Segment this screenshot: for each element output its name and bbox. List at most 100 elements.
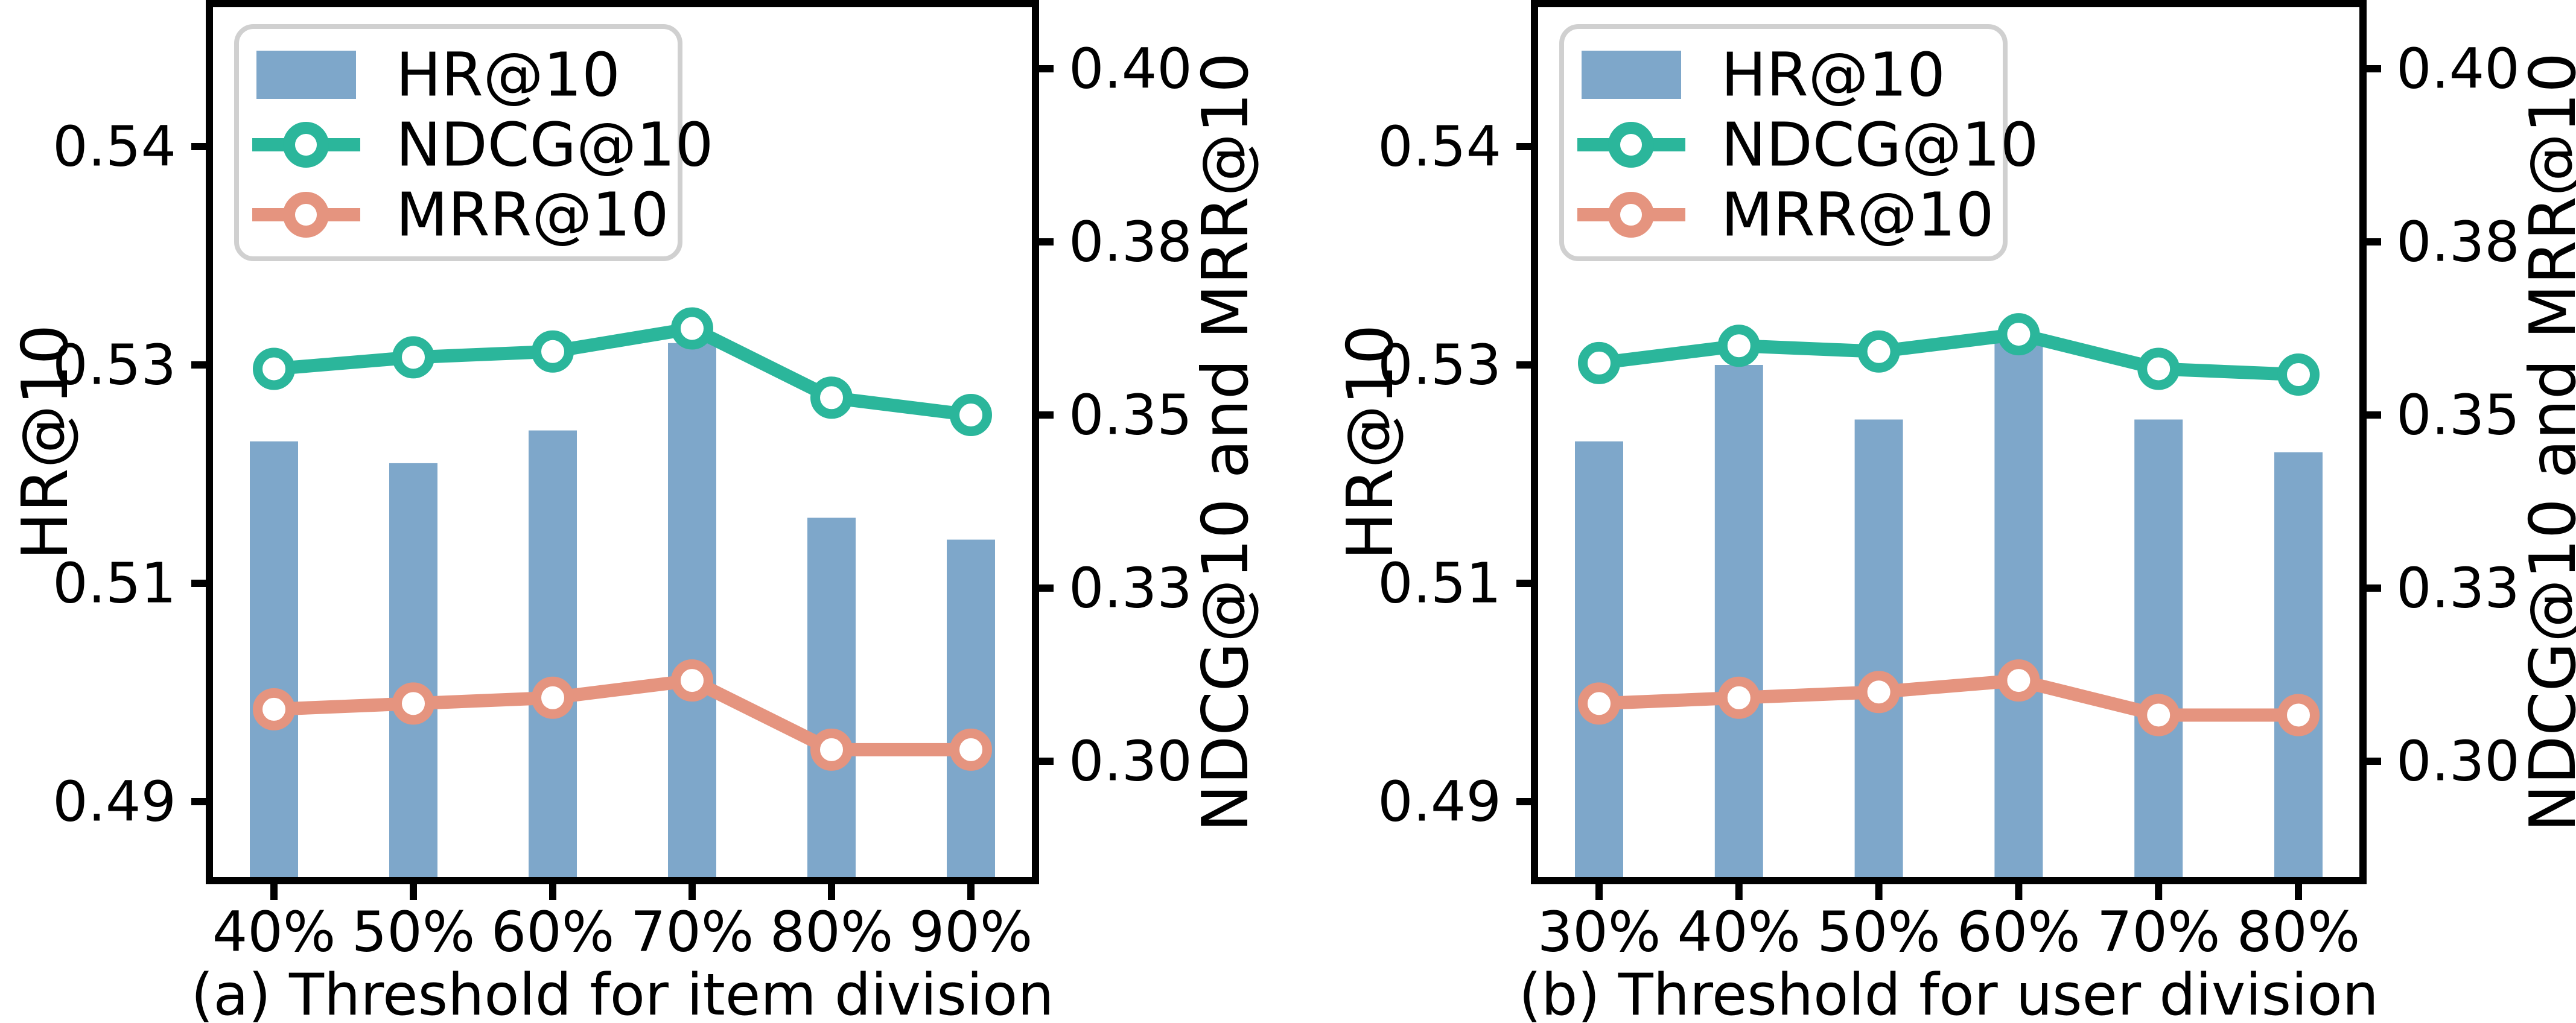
right-tick-label: 0.40 [1069,37,1192,101]
right-tick-label: 0.33 [1069,556,1192,621]
bar-b-80% [2274,452,2323,881]
caption-a: (a) Threshold for item division [191,962,1054,1023]
x-tick-label: 60% [491,900,614,964]
ndcg10-markers [1578,313,2320,396]
left-tick-label: 0.53 [1378,333,1501,397]
legend-hr10-swatch [256,51,356,99]
right-axis-title: NDCG@10 and MRR@10 [2516,52,2576,832]
marker-open-circle [392,682,434,725]
left-tick-label: 0.49 [1378,770,1501,834]
left-axis-title: HR@10 [8,325,82,560]
legend-label: HR@10 [396,40,620,110]
right-tick-label: 0.38 [1069,210,1192,274]
right-tick-label: 0.30 [1069,729,1192,794]
chart-b: 0.54 0.53 0.51 0.49 0.40 0.38 0.35 0.33 0.30 30% 4… [1334,0,2576,1023]
mrr10-line [1598,674,2298,722]
bar-a-60% [529,430,577,881]
x-tick-label: 80% [2237,900,2360,964]
left-axis-title: HR@10 [1334,325,1407,560]
marker-open-circle [2137,694,2180,736]
x-tick-label: 70% [631,900,754,964]
bar-b-60% [1994,343,2043,881]
left-tick-label: 0.53 [52,333,176,397]
marker-open-circle [1997,659,2040,702]
left-tick-label: 0.51 [52,551,176,616]
right-tick-label: 0.38 [2396,210,2520,274]
left-tick-label: 0.54 [1378,115,1501,179]
ndcg10-line [273,321,972,422]
x-tick-label: 40% [212,900,336,964]
right-tick-label: 0.40 [2396,37,2520,101]
marker-open-circle [1857,671,1900,714]
marker-open-circle [1997,313,2040,356]
marker-open-circle [1717,325,1760,367]
right-tick-label: 0.35 [1069,383,1192,448]
legend-label: MRR@10 [396,180,669,250]
legend-open-circle-marker [1608,192,1654,238]
legend-hr10-swatch [1582,51,1681,99]
legend-label: HR@10 [1721,40,1945,110]
marker-open-circle [2137,347,2180,390]
x-tick-label: 30% [1538,900,1661,964]
legend-open-circle-marker [283,122,329,168]
marker-open-circle [2277,353,2320,396]
bar-b-70% [2134,419,2183,881]
bar-a-40% [250,441,298,881]
bar-a-90% [947,539,995,881]
bar-b-30% [1575,441,1623,881]
x-tick-label: 60% [1957,900,2080,964]
x-tick-label: 90% [909,900,1032,964]
bar-a-80% [807,518,856,881]
right-tick-label: 0.35 [2396,383,2520,448]
bar-b-50% [1854,419,1903,881]
marker-open-circle [1578,341,1620,384]
legend-label: NDCG@10 [1721,110,2038,180]
marker-open-circle [1717,676,1760,719]
caption-b: (b) Threshold for user division [1519,962,2379,1023]
bar-a-70% [668,343,716,881]
left-tick-label: 0.54 [52,115,176,179]
right-axis-title: NDCG@10 and MRR@10 [1189,52,1262,832]
ndcg10-line [1598,328,2299,382]
legend-open-circle-marker [1608,122,1654,168]
plot-frame [1531,0,2367,884]
left-tick-label: 0.49 [52,770,176,834]
bar-series-hr10 [250,343,995,881]
marker-open-circle [950,728,992,771]
bar-series-hr10 [1575,343,2323,881]
x-tick-label: 50% [1817,900,1940,964]
left-tick-label: 0.51 [1378,551,1501,616]
marker-open-circle [532,676,574,719]
marker-open-circle [532,330,574,373]
bar-a-50% [389,463,437,881]
legend-open-circle-marker [283,192,329,238]
mrr10-line [273,674,971,756]
marker-open-circle [671,659,713,702]
marker-open-circle [1857,330,1900,373]
bar-b-40% [1714,365,1763,881]
x-tick-label: 80% [770,900,893,964]
ndcg10-markers [253,307,992,436]
chart-a: 0.54 0.53 0.51 0.49 0.40 0.38 0.35 0.33 0.30 40% 5… [8,0,1262,1023]
legend-label: MRR@10 [1721,180,1994,250]
marker-open-circle [671,307,713,350]
marker-open-circle [253,347,295,390]
marker-open-circle [253,688,295,730]
legend-label: NDCG@10 [396,110,713,180]
right-tick-label: 0.33 [2396,556,2520,621]
marker-open-circle [950,394,992,436]
plot-frame [206,0,1039,884]
x-tick-label: 40% [1678,900,1801,964]
mrr10-markers [253,659,992,771]
x-tick-label: 70% [2097,900,2220,964]
mrr10-markers [1578,659,2320,736]
marker-open-circle [1578,682,1620,725]
marker-open-circle [810,728,853,771]
marker-open-circle [392,336,434,379]
marker-open-circle [2277,694,2320,736]
marker-open-circle [810,376,853,419]
